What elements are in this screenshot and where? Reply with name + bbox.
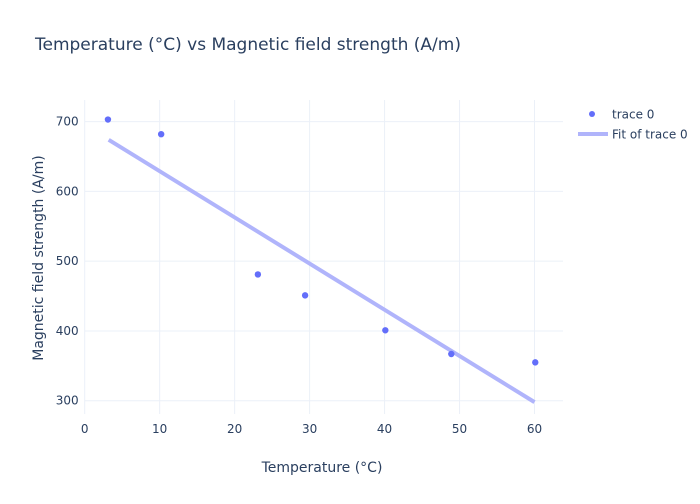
- fit-line: [107, 138, 536, 404]
- chart-title: Temperature (°C) vs Magnetic field stren…: [34, 35, 461, 55]
- data-point: [104, 116, 112, 123]
- x-tick-label: 30: [302, 422, 317, 436]
- y-tick-label: 600: [56, 184, 79, 198]
- y-tick-label: 400: [56, 324, 79, 338]
- legend-label-trace-0[interactable]: trace 0: [612, 108, 654, 122]
- legend-label-fit[interactable]: Fit of trace 0: [612, 128, 688, 142]
- y-tick-label: 500: [56, 254, 79, 268]
- data-point: [301, 292, 309, 299]
- x-axis-label: Temperature (°C): [261, 460, 383, 476]
- x-tick-label: 60: [527, 422, 542, 436]
- legend-marker-trace-0: [589, 111, 595, 117]
- y-tick-label: 700: [56, 115, 79, 129]
- y-tick-label: 300: [56, 394, 79, 408]
- data-point: [382, 327, 389, 334]
- x-tick-label: 50: [452, 422, 467, 436]
- legend[interactable]: trace 0 Fit of trace 0: [578, 108, 688, 142]
- data-point: [254, 271, 262, 278]
- data-point: [448, 350, 455, 358]
- data-point: [157, 130, 165, 138]
- x-tick-label: 0: [81, 422, 89, 436]
- y-axis-label: Magnetic field strength (A/m): [31, 155, 47, 361]
- x-tick-label: 40: [377, 422, 392, 436]
- data-point: [532, 359, 539, 366]
- x-tick-label: 20: [227, 422, 242, 436]
- x-tick-label: 10: [152, 422, 167, 436]
